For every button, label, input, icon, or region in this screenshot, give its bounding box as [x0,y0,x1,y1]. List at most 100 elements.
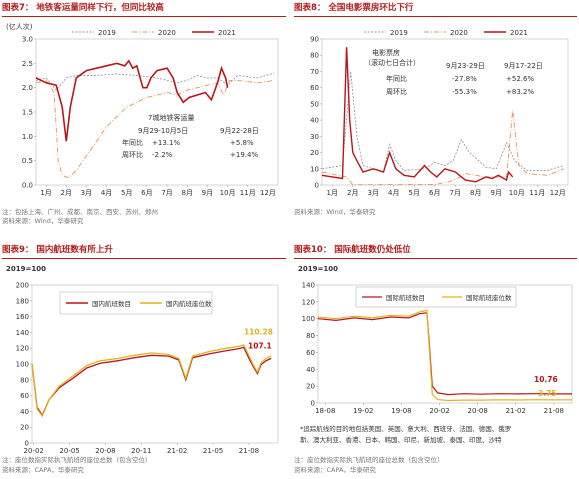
annotation-row-label: 年同比 [386,74,407,83]
x-tick-label: 20-02 [24,447,44,455]
y-axis-unit: 2019=100 [6,265,46,273]
x-tick-label: 3月 [368,189,379,197]
y-tick-label: 140 [16,329,29,337]
y-tick-label: 80 [310,52,319,60]
x-tick-label: 20-05 [59,447,79,455]
y-tick-label: 20 [310,149,319,157]
x-tick-label: 11月 [240,189,256,197]
x-tick-label: 5月 [409,189,420,197]
y-tick-label: 60 [310,84,319,92]
series-line-2021 [35,59,229,142]
y-tick-label: 160 [16,313,29,321]
x-tick-label: 21-08 [239,447,259,455]
annotation-value: -55.3% [452,88,477,96]
y-tick-label: 60 [306,349,315,357]
y-tick-label: 80 [306,332,315,340]
legend-label: 2020 [450,29,468,37]
y-tick-label: 80 [20,376,29,384]
intl-flights-chart: 0 20 40 60 80 100 120 140 18-08 19-02 19-08 20-02 20… [298,265,573,444]
x-tick-label: 20-08 [95,447,115,455]
y-tick-label: 60 [20,392,29,400]
x-tick-label: 12月 [550,189,566,197]
annotation-period: 9月17-22日 [504,62,543,70]
annotation-title: 7城地铁客运量 [148,113,194,122]
x-tick-label: 7月 [450,189,461,197]
y-tick-label: 20 [306,383,315,391]
plot-frame [317,284,573,404]
y-tick-label: 120 [16,345,29,353]
annotation-title: 电影票房 [372,48,400,57]
series-line-2019 [35,72,275,91]
y-tick-label: 30 [310,133,319,141]
chart-title: 图表7： 地铁客运量同样下行，但同比较高 [2,2,286,17]
boxoffice-chart: 0 10 20 30 40 50 60 70 80 90 1月 2月 3月 4月 5月 6月 7月 8月 9月 10月… [310,29,569,197]
series-line-2021 [321,47,514,183]
legend-label: 2021 [218,29,236,37]
annotation-row-label: 周环比 [122,150,143,159]
y-tick-label: 100 [16,361,29,369]
chart-source: 资料来源：CAPA，华泰研究 [294,466,376,474]
x-tick-label: 6月 [141,189,152,197]
x-tick-label: 1月 [40,189,51,197]
x-tick-label: 9月 [202,189,213,197]
y-tick-label: 50 [310,100,319,108]
chart-title: 图表8： 全国电影票房环比下行 [294,2,577,17]
y-tick-label: 90 [310,36,319,44]
x-tick-label: 20-08 [467,407,487,415]
x-tick-label: 10月 [220,189,236,197]
chart-source: 资料来源：Wind，华泰研究 [294,208,376,216]
series-line-domestic-flights [31,346,272,417]
y-tick-label: 100 [302,315,315,323]
x-tick-label: 18-08 [315,407,335,415]
legend-label: 国际航班数目 [386,293,425,302]
annotation-period: 9月22-28日 [220,127,259,135]
subway-chart: 0.0 0.5 1.0 1.5 2.0 2.5 3.0 1月 2月 3月 4月 5月 6月 7月 8月 9月 1… [6,22,279,197]
chart-source: 资料来源：Wind，华泰研究 [2,217,84,225]
legend-label: 2021 [510,29,528,37]
y-axis-unit: 2019=100 [298,265,338,273]
y-tick-label: 3.0 [22,36,33,44]
x-tick-label: 21-02 [167,447,187,455]
data-label-seats: 110.28 [244,328,273,337]
y-tick-label: 180 [16,297,29,305]
annotation-value: -27.8% [452,75,477,83]
y-tick-label: 1.0 [22,133,33,141]
y-tick-label: 0 [25,440,29,448]
chart-panel-domestic-flights: 图表9： 国内航班数有所上升 0 20 40 60 80 100 120 140 160 180 2… [2,244,286,478]
annotation-value: +83.2% [506,88,534,96]
domestic-flights-chart: 0 20 40 60 80 100 120 140 160 180 200 20-02 20-05 20-… [6,265,279,455]
annotation-period: 9月23-29日 [446,62,485,70]
chart-title: 图表10： 国际航班数仍处低位 [294,244,577,259]
legend-label: 2019 [98,29,116,37]
x-tick-label: 20-11 [131,447,151,455]
x-tick-label: 8月 [182,189,193,197]
chart-note: 注：座位数指实际执飞航班的座位总数（包含空位） [2,456,152,464]
y-tick-label: 0.5 [22,157,33,165]
annotation-subtitle: （滚动七日合计） [364,58,420,67]
series-line-2020 [321,110,565,186]
y-tick-label: 2.5 [22,60,33,68]
series-line-intl-seats [317,309,573,402]
annotation-period: 9月29-10月5日 [138,127,188,135]
x-tick-label: 2月 [347,189,358,197]
x-tick-label: 11月 [529,189,545,197]
x-tick-label: 21-02 [506,407,526,415]
data-label-seats: 3.75 [538,389,557,398]
annotation-value: +13.1% [152,139,180,147]
y-tick-label: 120 [302,298,315,306]
y-tick-label: 10 [310,165,319,173]
y-tick-label: 0.0 [22,182,33,190]
y-tick-label: 20 [20,424,29,432]
legend-label: 国内航班数目 [92,299,131,308]
chart-source: 资料来源：CAPA，华泰研究 [2,466,84,474]
x-tick-label: 8月 [470,189,481,197]
legend-label: 国际航班座位数 [466,293,512,302]
x-tick-label: 21-08 [544,407,564,415]
footnote: 斯、澳大利亚、香港、日本、韩国、印尼、新加坡、泰国、印度、沙特 [300,435,502,444]
x-tick-label: 7月 [161,189,172,197]
series-line-domestic-seats [31,344,272,418]
x-tick-label: 12月 [260,189,276,197]
chart-panel-intl-flights: 图表10： 国际航班数仍处低位 0 20 40 60 80 100 120 140 18-08 1… [294,244,577,478]
plot-frame [35,38,279,186]
x-tick-label: 19-02 [353,407,373,415]
